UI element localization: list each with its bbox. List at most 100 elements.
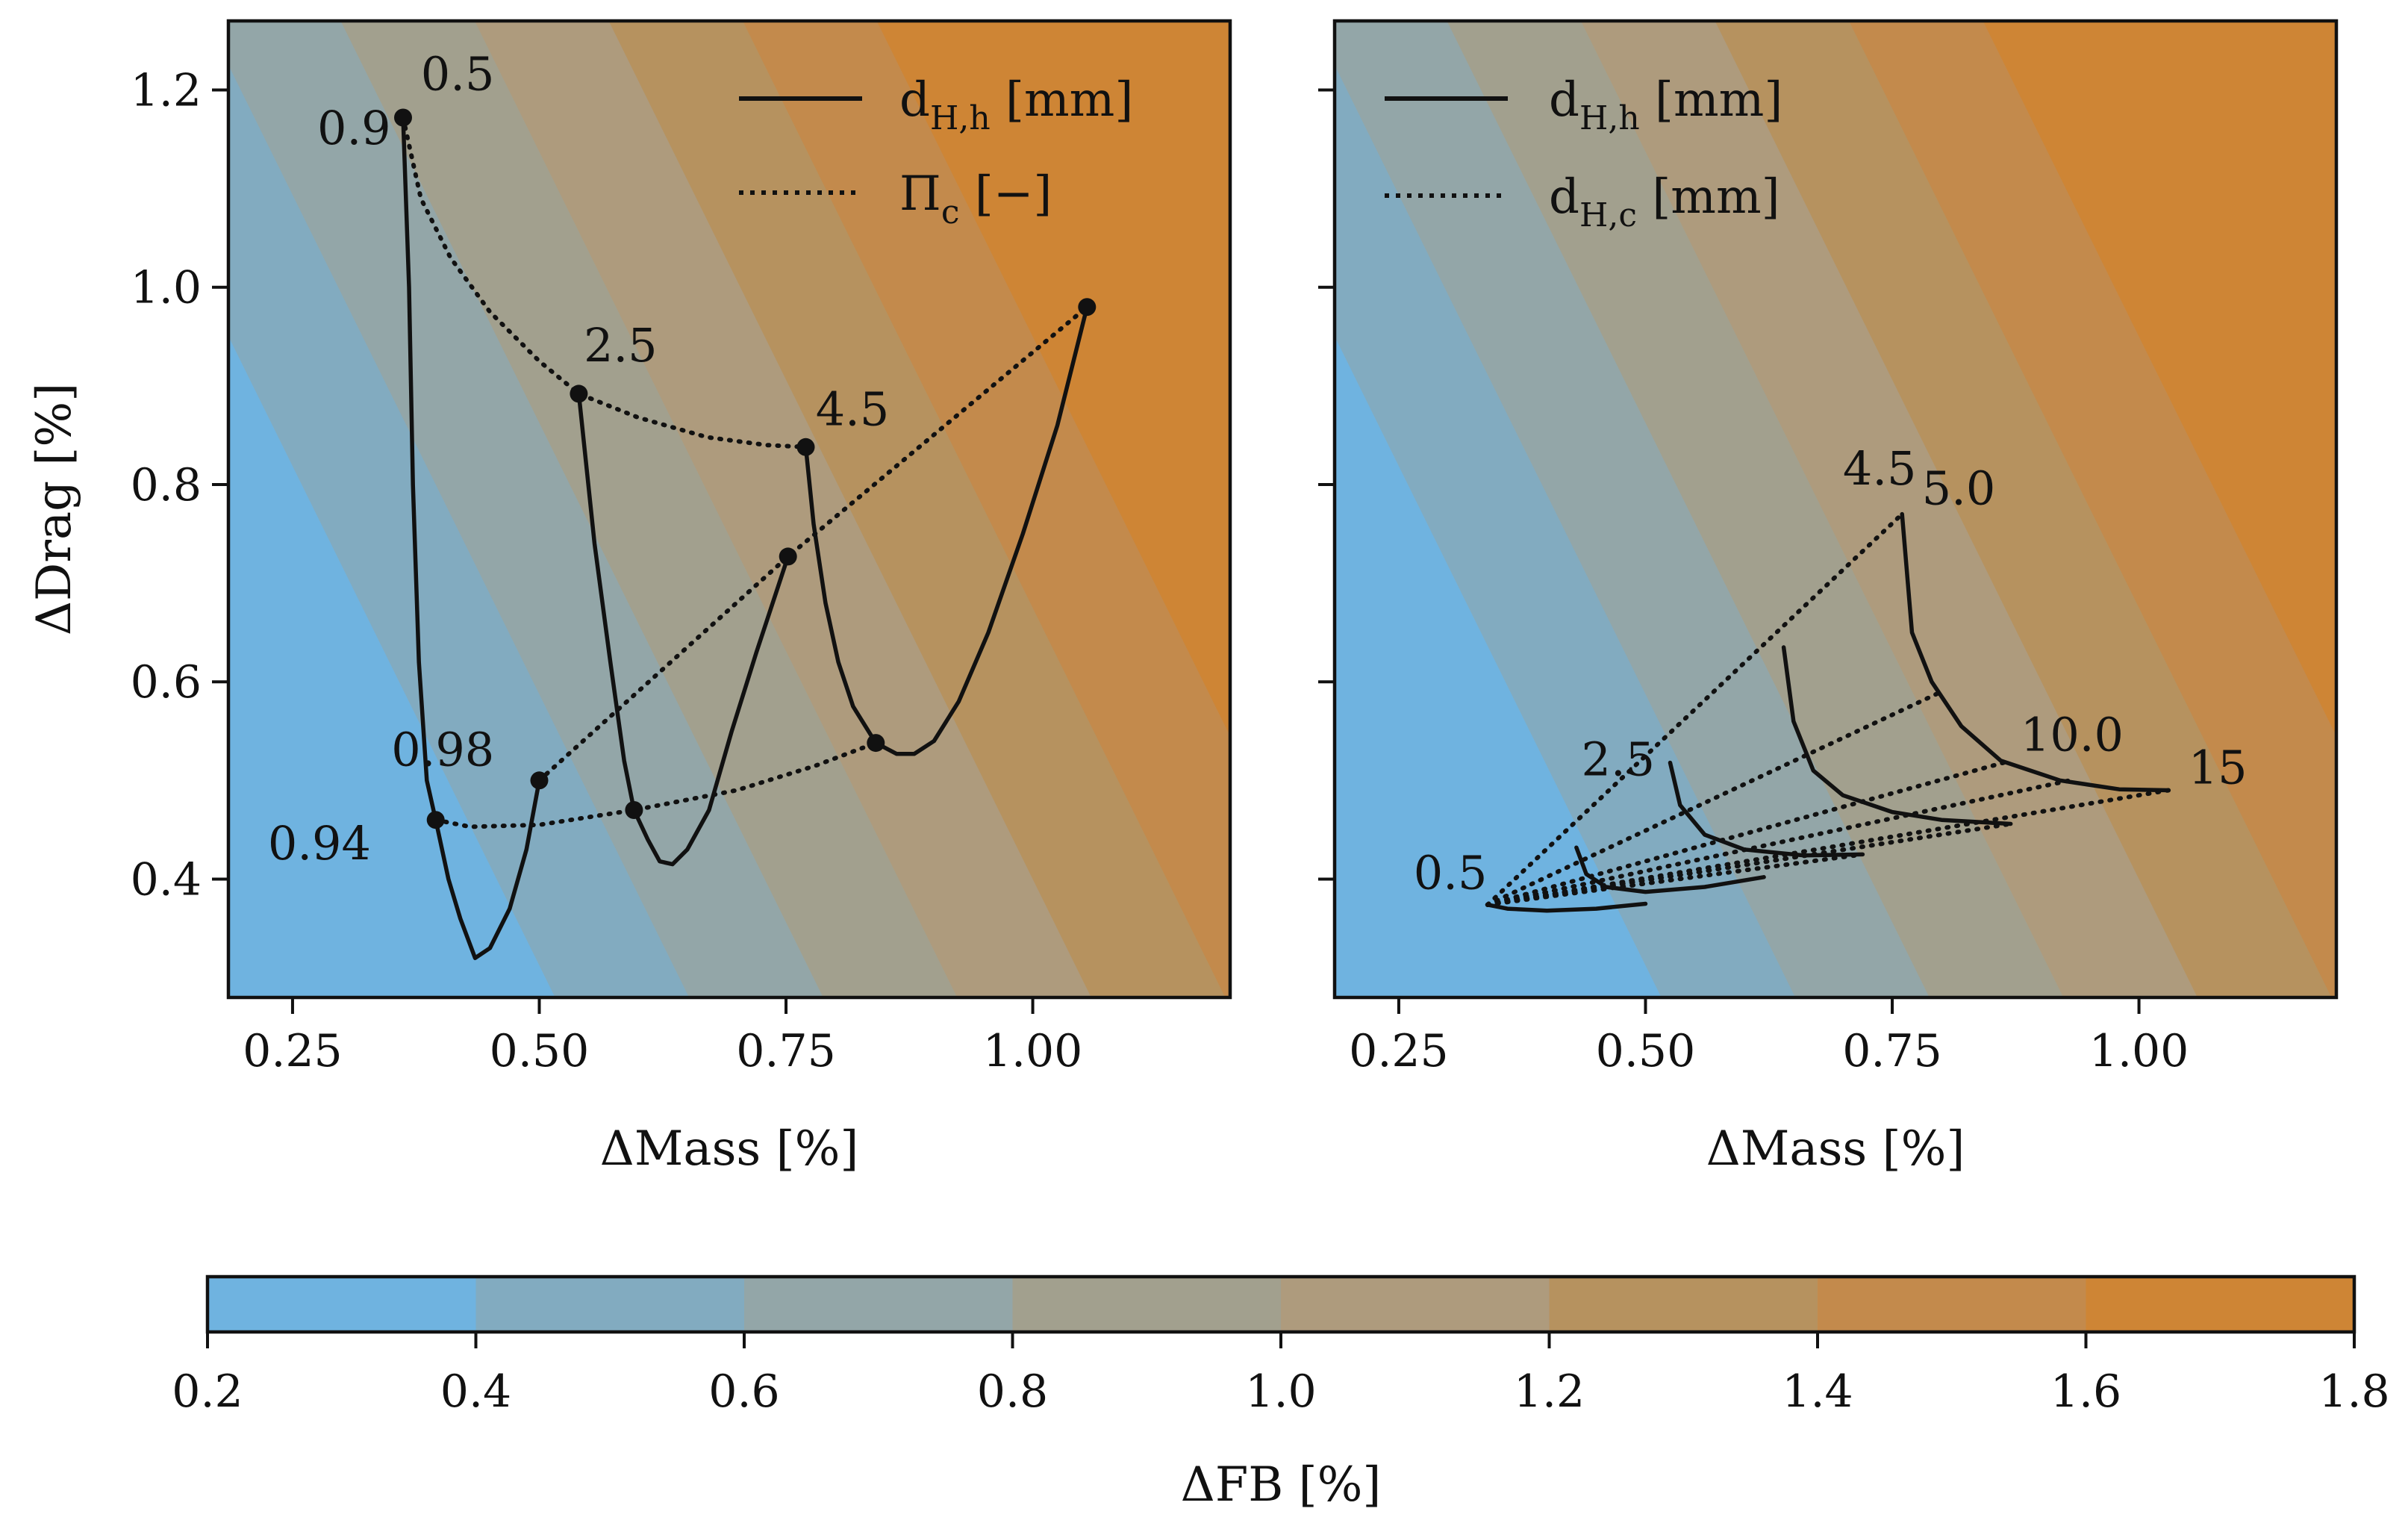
right-series-solid-0 [1574,845,1766,894]
colorbar-segment-3 [1012,1277,1282,1332]
colorbar-segment-6 [1818,1277,2086,1332]
left-legend-entry-2-unit: [−] [959,166,1052,222]
left-contour-band-1.6 [876,21,1230,736]
left-y-tick-label-0: 0.4 [131,853,202,906]
right-series-solid-2 [1781,645,2013,826]
right-x-tick-label-1: 0.50 [1596,1025,1696,1077]
right-x-tick-label-2: 0.75 [1842,1025,1942,1077]
colorbar-segments [208,1277,2355,1332]
left-panel: 0.5 0.9 2.5 4.5 0.98 0.94 0.25 0.50 0.75 1.00 0.… [27,19,1232,1177]
left-legend-entry-1-main: d [899,72,930,128]
left-marker-4 [779,547,797,566]
left-x-tick-label-1: 0.50 [490,1025,590,1077]
left-plot-frame [226,19,1232,1000]
left-legend-entry-1: dH,h [mm] [899,72,1133,137]
right-legend-entry-1: dH,h [mm] [1549,72,1782,137]
left-marker-3 [1078,298,1097,317]
colorbar-label: ΔFB [%] [1181,1457,1382,1513]
right-x-tick-label-0: 0.25 [1349,1025,1449,1077]
right-annotation-5: 0.5 [1414,846,1488,900]
colorbar-tick-label-0: 0.2 [172,1366,243,1418]
left-series-dotted-4 [537,305,1090,783]
colorbar-tick-label-4: 1.0 [1245,1366,1316,1418]
colorbar-tick-label-2: 0.6 [708,1366,779,1418]
colorbar-tick-label-1: 0.4 [440,1366,511,1418]
left-annotation-1: 0.9 [317,101,391,155]
left-annotation-0: 0.5 [421,47,495,102]
left-legend-entry-2: Πc [−] [899,166,1052,231]
right-series-solid-4 [1485,901,1648,913]
right-contour-field [1335,21,2336,997]
right-legend-entry-2: dH,c [mm] [1549,169,1780,234]
right-series-dotted-5 [1485,511,1905,907]
left-y-tick-label-2: 0.8 [131,459,202,511]
left-legend-entry-2-sub: c [941,193,960,231]
colorbar-ticks: 0.2 0.4 0.6 0.8 1.0 1.2 1.4 1.6 1.8 [172,1332,2390,1418]
left-y-tick-label-4: 1.2 [131,64,202,116]
right-legend-entry-2-sub: H,c [1579,196,1637,234]
left-legend-entry-1-unit: [mm] [991,72,1134,128]
right-legend-entry-1-unit: [mm] [1640,72,1783,128]
colorbar-tick-label-8: 1.8 [2318,1366,2389,1418]
colorbar-tick-label-7: 1.6 [2050,1366,2121,1418]
left-x-axis-label: ΔMass [%] [600,1121,859,1177]
left-x-tick-label-2: 0.75 [736,1025,836,1077]
right-annotation-3: 10.0 [2021,708,2124,762]
colorbar-segment-4 [1281,1277,1550,1332]
left-legend: dH,h [mm] Πc [−] [739,72,1133,231]
left-x-tick-label-0: 0.25 [243,1025,343,1077]
left-data-lines [394,108,1097,960]
right-annotation-1: 5.0 [1922,461,1996,515]
colorbar-tick-label-5: 1.2 [1514,1366,1585,1418]
left-marker-2 [796,438,815,456]
right-series-solid-3 [1900,511,2171,793]
right-series-dotted-7 [1485,758,2013,907]
left-annotation-3: 4.5 [816,382,890,437]
left-marker-7 [625,801,643,819]
left-annotation-5: 0.94 [268,816,371,871]
left-series-solid-0 [401,115,542,960]
left-annotation-2: 2.5 [584,318,658,373]
right-annotations: 4.5 5.0 2.5 10.0 15 0.5 [1414,441,2248,900]
left-y-axis-label: ΔDrag [%] [27,383,82,635]
right-x-axis-label: ΔMass [%] [1706,1121,1965,1177]
right-series-dotted-6 [1485,689,1944,907]
left-series-solid-2 [803,305,1090,756]
left-series-dotted-3 [401,115,808,449]
left-legend-entry-1-sub: H,h [930,99,991,137]
colorbar-segment-2 [744,1277,1013,1332]
right-contour-band-1.6 [1983,21,2336,736]
right-annotation-4: 15 [2189,740,2248,794]
right-data-lines [1485,511,2171,913]
colorbar: 0.2 0.4 0.6 0.8 1.0 1.2 1.4 1.6 1.8 ΔFB [%] [172,1274,2390,1513]
left-series-dotted-5 [433,741,879,829]
left-x-tick-label-3: 1.00 [983,1025,1083,1077]
colorbar-segment-7 [2086,1277,2355,1332]
right-legend-entry-1-sub: H,h [1579,99,1640,137]
left-contour-field [228,21,1230,997]
colorbar-tick-label-6: 1.4 [1782,1366,1853,1418]
left-legend-entry-2-main: Π [899,166,941,222]
colorbar-segment-1 [475,1277,745,1332]
left-marker-0 [394,108,412,127]
colorbar-segment-5 [1549,1277,1818,1332]
left-marker-6 [426,811,445,829]
right-annotation-0: 4.5 [1843,441,1917,496]
colorbar-tick-label-3: 0.8 [977,1366,1048,1418]
left-marker-5 [530,771,549,790]
left-marker-1 [570,384,588,403]
right-legend-entry-2-main: d [1549,169,1579,225]
right-y-ticks [1318,88,1335,881]
right-x-ticks: 0.25 0.50 0.75 1.00 [1349,997,2189,1077]
left-x-ticks: 0.25 0.50 0.75 1.00 [243,997,1082,1077]
right-annotation-2: 2.5 [1582,732,1656,787]
right-plot-frame [1332,19,2339,1000]
right-panel: 4.5 5.0 2.5 10.0 15 0.5 0.25 0.50 0.75 1.00 ΔMas… [1318,19,2339,1177]
right-legend: dH,h [mm] dH,c [mm] [1385,72,1782,234]
colorbar-segment-0 [208,1277,476,1332]
left-y-tick-label-1: 0.6 [131,656,202,709]
left-annotation-4: 0.98 [391,723,494,777]
right-legend-entry-1-main: d [1549,72,1579,128]
right-series-dotted-8 [1485,778,2072,907]
